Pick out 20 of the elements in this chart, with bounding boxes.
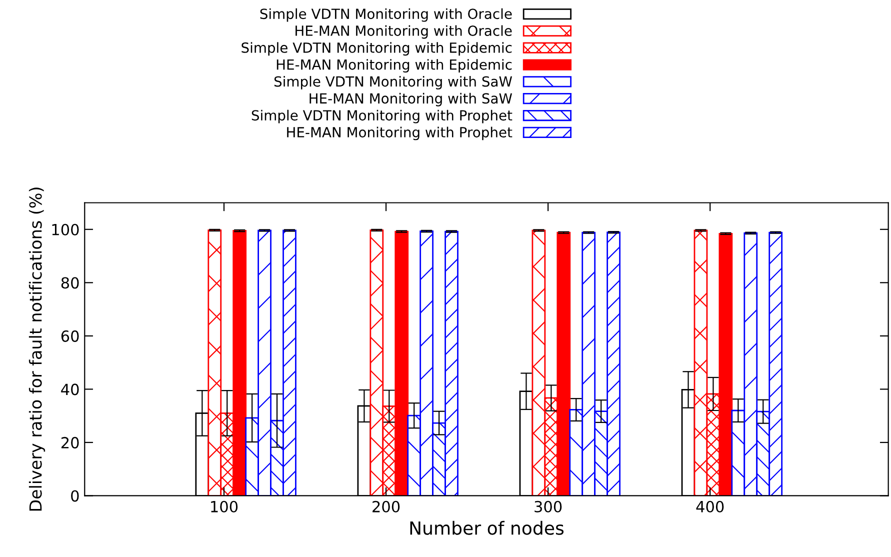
x-axis-title: Number of nodes — [410, 520, 564, 535]
y-tick-label: 100 — [52, 224, 79, 236]
x-tick-label: 300 — [534, 500, 562, 512]
legend-label: HE-MAN Monitoring with Oracle — [296, 25, 512, 39]
y-axis-title: Delivery ratio for fault notifications (%) — [28, 188, 46, 511]
y-tick-label: 0 — [71, 490, 79, 502]
legend-label: Simple VDTN Monitoring with Prophet — [252, 110, 512, 124]
y-tick-label: 60 — [61, 330, 79, 342]
y-tick-label: 20 — [61, 436, 79, 448]
x-tick-label: 400 — [696, 500, 724, 512]
legend-label: HE-MAN Monitoring with Prophet — [287, 126, 512, 140]
legend-label: Simple VDTN Monitoring with SaW — [274, 76, 512, 90]
legend-label: HE-MAN Monitoring with SaW — [310, 92, 512, 106]
y-tick-label: 80 — [61, 277, 79, 289]
legend-label: Simple VDTN Monitoring with Oracle — [260, 8, 512, 22]
x-tick-label: 200 — [372, 500, 400, 512]
legend-label: Simple VDTN Monitoring with Epidemic — [242, 42, 512, 56]
x-tick-label: 100 — [211, 500, 238, 512]
y-tick-label: 40 — [61, 384, 79, 396]
legend-label: HE-MAN Monitoring with Epidemic — [276, 59, 512, 73]
